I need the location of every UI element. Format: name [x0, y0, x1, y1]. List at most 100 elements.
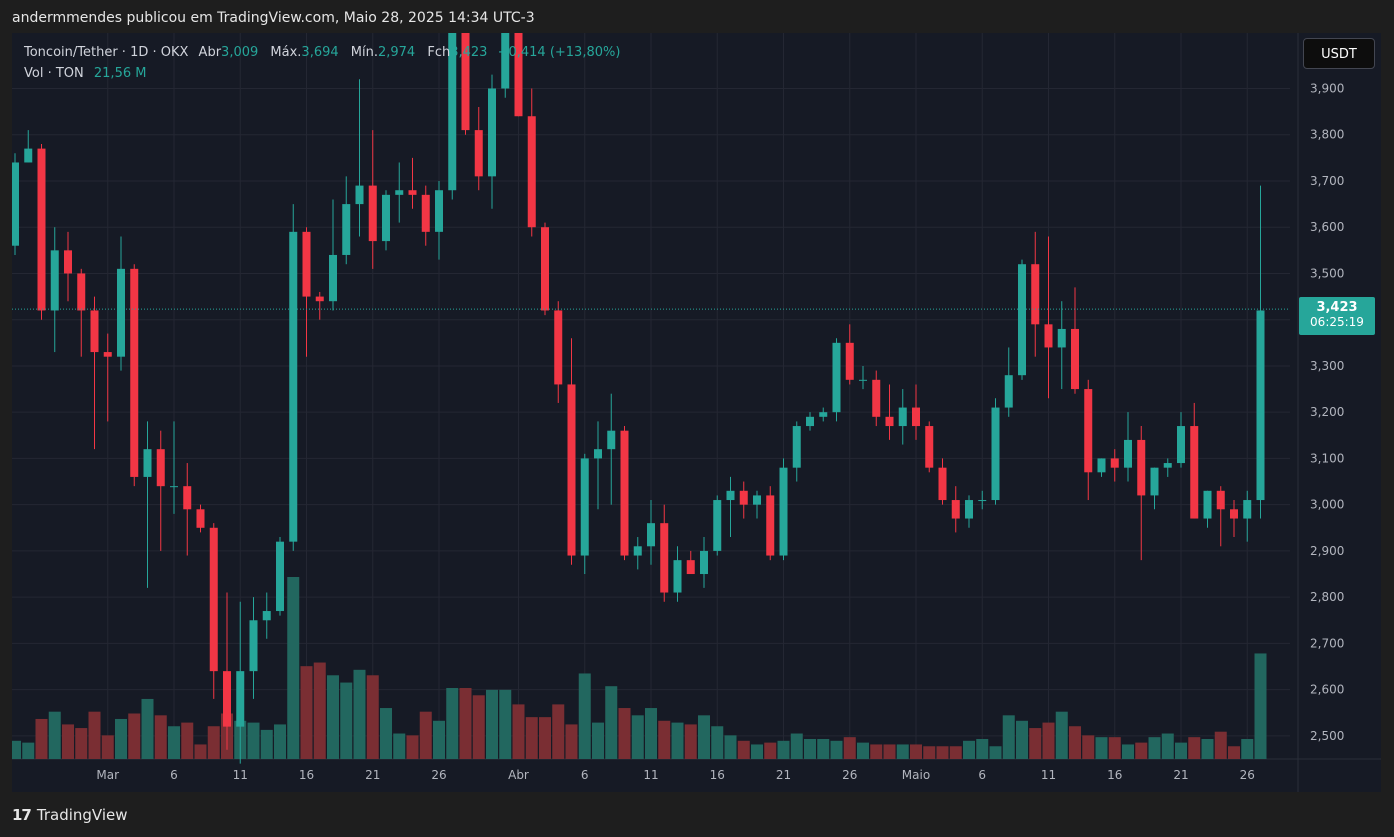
volume-bar [565, 724, 578, 759]
open-label: Abr [198, 45, 222, 60]
candle-body [77, 273, 86, 311]
time-tick-label: 21 [365, 768, 380, 782]
time-tick-label: Maio [902, 768, 930, 782]
volume-bar [883, 744, 896, 759]
candle-body [806, 416, 814, 427]
candle-body [474, 130, 483, 177]
tradingview-name: TradingView [36, 806, 128, 824]
candle-body [819, 412, 828, 417]
volume-bar [1148, 737, 1161, 759]
candle-body [368, 185, 377, 242]
candle-body [885, 416, 894, 427]
candle-body [183, 486, 192, 510]
volume-bars [12, 577, 1267, 759]
candle-body [938, 467, 947, 501]
price-tick-label: 2,800 [1310, 590, 1344, 604]
volume-bar [1016, 720, 1028, 759]
volume-bar [949, 746, 962, 759]
volume-bar [154, 715, 167, 759]
candle-body [156, 449, 165, 487]
candle-body [859, 379, 867, 381]
candle-body [1110, 458, 1119, 468]
volume-bar [976, 738, 989, 759]
candle-body [170, 486, 178, 488]
symbol-name[interactable]: Toncoin/Tether · 1D · OKX [24, 45, 189, 60]
volume-bar [1214, 731, 1227, 759]
candle-body [421, 194, 430, 232]
candle-body [1256, 310, 1265, 501]
volume-bar [1002, 715, 1015, 759]
candle-body [991, 407, 1000, 501]
candle-body [580, 458, 589, 556]
candle-body [713, 500, 722, 551]
candle-body [1004, 375, 1013, 408]
last-price-tag: 3,423 06:25:19 [1299, 297, 1375, 335]
chart-frame[interactable]: 2,500 2,600 2,700 2,800 2,900 3,000 3,100 3,200… [12, 33, 1381, 792]
volume-bar [353, 669, 366, 759]
volume-bar [75, 728, 88, 759]
candle-body [302, 231, 311, 297]
currency-button[interactable]: USDT [1303, 38, 1375, 69]
volume-bar [1055, 711, 1068, 759]
volume-bar [260, 729, 273, 759]
high-value: 3,694 [301, 45, 339, 60]
candle-body [24, 148, 33, 163]
tradingview-branding[interactable]: 17 TradingView [12, 806, 128, 824]
volume-bar [22, 742, 35, 759]
candle-body [872, 379, 881, 417]
open-value: 3,009 [221, 45, 259, 60]
volume-bar [539, 717, 551, 759]
volume-legend: Vol · TON 21,56 M [24, 66, 146, 81]
volume-bar [459, 688, 472, 759]
candle-body [633, 546, 642, 556]
volume-bar [923, 746, 936, 759]
volume-bar [327, 675, 339, 759]
close-value: 3,423 [450, 45, 488, 60]
volume-bar [936, 746, 949, 759]
volume-bar [247, 722, 260, 759]
candle-body [117, 268, 125, 357]
time-tick-label: Abr [508, 768, 529, 782]
volume-bar [446, 688, 459, 759]
candle-body [1057, 328, 1066, 348]
volume-bar [181, 722, 194, 759]
candle-body [382, 194, 390, 242]
candle-body [660, 523, 669, 593]
volume-bar [313, 662, 326, 759]
candle-body [1124, 439, 1132, 468]
candle-body [620, 430, 629, 556]
volume-bar [804, 738, 816, 759]
grid-lines [12, 33, 1381, 792]
volume-bar [645, 708, 657, 759]
volume-bar [963, 740, 975, 759]
volume-label[interactable]: Vol · TON [24, 66, 84, 81]
candle-body [435, 190, 443, 232]
volume-bar [737, 740, 750, 759]
time-tick-label: 21 [776, 768, 791, 782]
time-tick-label: 16 [710, 768, 725, 782]
price-tick-label: 3,300 [1310, 359, 1344, 373]
change-value: +0,414 (+13,80%) [497, 45, 621, 60]
candle-body [196, 509, 205, 528]
candle-body [209, 527, 218, 672]
last-price-value: 3,423 [1316, 300, 1358, 315]
candle-body [766, 495, 775, 556]
time-tick-label: 6 [978, 768, 986, 782]
volume-bar [12, 740, 21, 759]
tradingview-logo-icon: 17 [12, 806, 32, 824]
candle-body [236, 671, 245, 727]
candle-body [1097, 458, 1106, 473]
price-tick-label: 2,700 [1310, 636, 1344, 650]
candle-body [64, 250, 72, 274]
candle-body [1018, 264, 1026, 376]
time-tick-label: 6 [170, 768, 178, 782]
low-label: Mín. [350, 45, 378, 60]
volume-bar [1042, 722, 1055, 759]
volume-bar [287, 577, 300, 759]
volume-value: 21,56 M [93, 66, 147, 81]
volume-bar [1122, 744, 1134, 759]
volume-bar [870, 744, 883, 759]
candlestick-chart[interactable]: 2,500 2,600 2,700 2,800 2,900 3,000 3,100 3,200… [12, 33, 1381, 792]
candles [12, 33, 1265, 764]
candle-body [753, 495, 761, 505]
